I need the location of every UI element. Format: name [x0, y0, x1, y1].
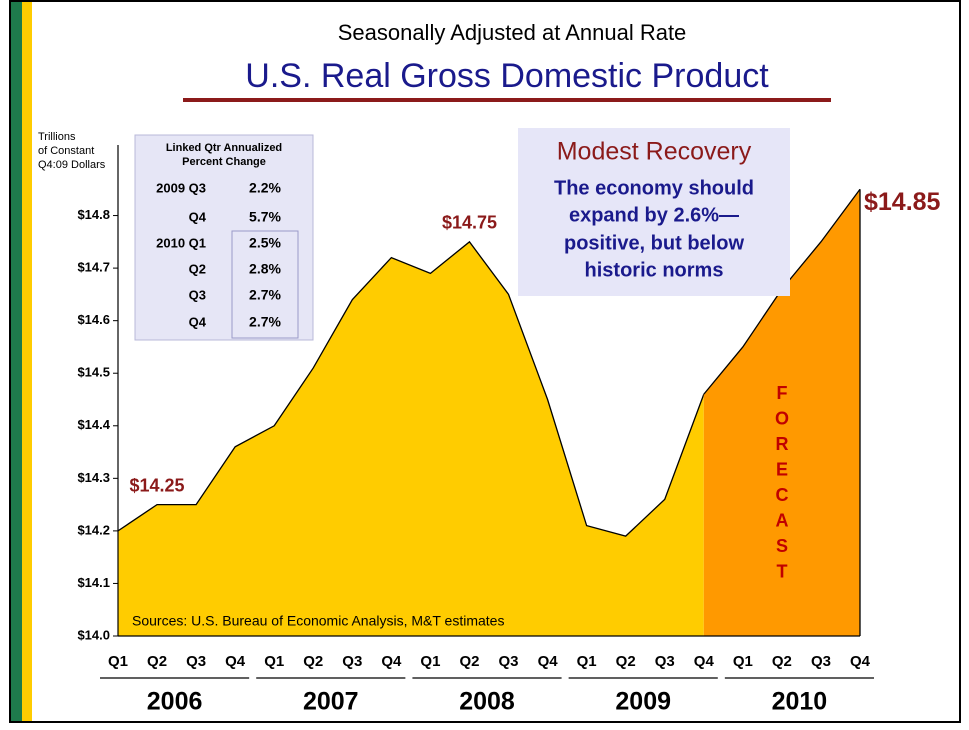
table-cell: 5.7%: [249, 209, 281, 225]
callout-line: positive, but below: [564, 232, 744, 254]
title-underline: [183, 98, 831, 102]
x-tick-label: Q4: [694, 653, 715, 670]
y-tick-label: $14.7: [77, 260, 110, 275]
x-tick-label: Q1: [108, 653, 128, 670]
x-tick-label: Q2: [459, 653, 479, 670]
area-line: [117, 240, 705, 537]
year-label: 2006: [147, 688, 203, 716]
x-tick-label: Q2: [303, 653, 323, 670]
area: [118, 241, 704, 637]
table-cell: 2010 Q1: [156, 235, 206, 250]
table-cell: Q2: [189, 261, 206, 276]
data-label: $14.25: [130, 475, 185, 495]
y-tick-label: $14.5: [77, 365, 110, 380]
inset-table: [134, 134, 314, 341]
x-tick-label: Q1: [264, 653, 284, 670]
y-axis-label: Q4:09 Dollars: [38, 159, 106, 171]
x-tick-label: Q4: [850, 653, 871, 670]
table-title: Linked Qtr Annualized: [166, 142, 282, 154]
table-cell: 2009 Q3: [156, 180, 206, 195]
y-tick-label: $14.0: [77, 627, 110, 642]
area: [703, 189, 860, 636]
y-tick-label: $14.6: [77, 312, 110, 327]
x-tick-label: Q1: [577, 653, 597, 670]
green-stripe: [11, 2, 22, 721]
x-tick-label: Q1: [420, 653, 440, 670]
y-tick-label: $14.2: [77, 522, 110, 537]
y-tick-label: $14.8: [77, 207, 110, 222]
data-label: $14.75: [442, 213, 497, 233]
x-tick-label: Q4: [381, 653, 402, 670]
year-label: 2009: [615, 688, 671, 716]
x-tick-label: Q3: [655, 653, 675, 670]
table-cell: 2.8%: [249, 261, 281, 277]
callout-line: The economy should: [554, 177, 754, 199]
x-tick-label: Q2: [772, 653, 792, 670]
source-note: Sources: U.S. Bureau of Economic Analysi…: [132, 613, 504, 629]
x-tick-label: Q3: [186, 653, 206, 670]
x-tick-label: Q4: [225, 653, 246, 670]
yellow-stripe: [22, 2, 32, 721]
data-label: $14.85: [864, 188, 941, 216]
table-title: Percent Change: [182, 156, 266, 168]
year-label: 2007: [303, 688, 359, 716]
table-cell: Q4: [189, 314, 207, 329]
y-tick-label: $14.1: [77, 575, 110, 590]
forecast-label: FORECAST: [772, 383, 792, 587]
x-tick-label: Q4: [538, 653, 559, 670]
y-axis-label: of Constant: [38, 145, 94, 157]
table-cell: 2.7%: [249, 287, 281, 303]
callout-title: Modest Recovery: [557, 138, 752, 166]
x-tick-label: Q3: [499, 653, 519, 670]
y-tick-label: $14.3: [77, 470, 110, 485]
y-axis-label: Trillions: [38, 131, 76, 143]
x-tick-label: Q3: [342, 653, 362, 670]
x-tick-label: Q3: [811, 653, 831, 670]
year-label: 2008: [459, 688, 515, 716]
x-tick-label: Q1: [733, 653, 753, 670]
y-tick-label: $14.4: [77, 417, 110, 432]
callout-line: historic norms: [585, 259, 724, 281]
table-cell: 2.5%: [249, 235, 281, 251]
table-cell: Q3: [189, 287, 206, 302]
table-cell: 2.2%: [249, 180, 281, 196]
year-label: 2010: [772, 688, 828, 716]
x-tick-label: Q2: [147, 653, 167, 670]
table-cell: Q4: [189, 209, 207, 224]
x-tick-label: Q2: [616, 653, 636, 670]
callout-box: [518, 128, 790, 296]
callout-line: expand by 2.6%—: [569, 204, 739, 226]
subtitle: Seasonally Adjusted at Annual Rate: [338, 20, 687, 45]
forecast-box: [231, 230, 299, 339]
chart-title: U.S. Real Gross Domestic Product: [245, 57, 769, 95]
table-cell: 2.7%: [249, 314, 281, 330]
